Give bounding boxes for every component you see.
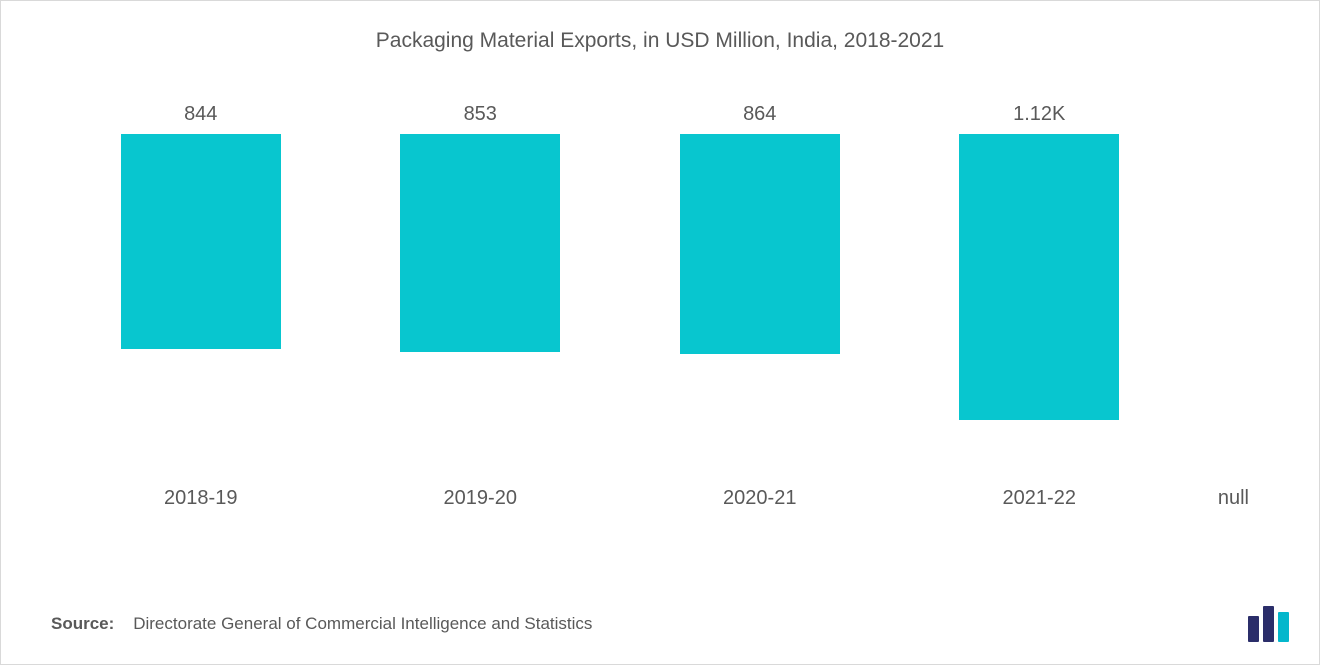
chart-title: Packaging Material Exports, in USD Milli… xyxy=(41,29,1279,53)
bars-row: 844 853 864 1.12K xyxy=(61,103,1259,473)
bar-value-label: 1.12K xyxy=(1013,103,1065,126)
source-line: Source: Directorate General of Commercia… xyxy=(51,614,592,634)
source-text: Directorate General of Commercial Intell… xyxy=(133,614,592,633)
bar xyxy=(121,134,281,349)
bar-value-label: 864 xyxy=(743,103,776,126)
x-axis: 2018-19 2019-20 2020-21 2021-22 null xyxy=(41,487,1279,510)
bar-slot: 853 xyxy=(341,103,621,473)
brand-logo xyxy=(1248,606,1289,642)
x-axis-label: 2020-21 xyxy=(620,487,900,510)
bar-slot: 1.12K xyxy=(900,103,1180,473)
logo-bar-icon xyxy=(1248,616,1259,642)
plot-area: 844 853 864 1.12K xyxy=(41,103,1279,473)
bar xyxy=(959,134,1119,420)
source-prefix: Source: xyxy=(51,614,114,633)
bar-slot: 844 xyxy=(61,103,341,473)
logo-bar-icon xyxy=(1263,606,1274,642)
logo-bar-icon xyxy=(1278,612,1289,642)
bar-value-label: 853 xyxy=(464,103,497,126)
x-axis-null-label: null xyxy=(1218,487,1249,510)
chart-container: Packaging Material Exports, in USD Milli… xyxy=(0,0,1320,665)
bar-slot: 864 xyxy=(620,103,900,473)
x-axis-label: 2019-20 xyxy=(341,487,621,510)
x-axis-label: 2021-22 xyxy=(900,487,1180,510)
bar-value-label: 844 xyxy=(184,103,217,126)
bar xyxy=(680,134,840,354)
bar xyxy=(400,134,560,352)
x-axis-label: 2018-19 xyxy=(61,487,341,510)
axis-slots: 2018-19 2019-20 2020-21 2021-22 xyxy=(61,487,1259,510)
